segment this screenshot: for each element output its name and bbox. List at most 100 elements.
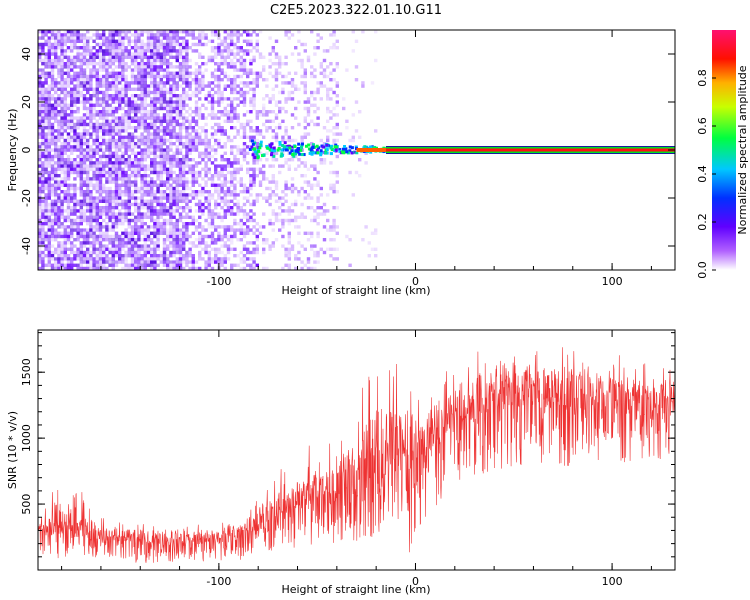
heatmap-cell (95, 257, 99, 261)
heatmap-cell (102, 74, 106, 79)
heatmap-cell (230, 84, 234, 88)
heatmap-cell (242, 97, 247, 101)
heatmap-cell (156, 231, 160, 235)
heatmap-cell (275, 270, 278, 273)
heatmap-cell (146, 90, 151, 95)
heatmap-cell (265, 144, 269, 148)
heatmap-cell (207, 84, 211, 88)
heatmap-cell (121, 39, 125, 43)
heatmap-cell (150, 263, 154, 267)
heatmap-cell (50, 209, 55, 213)
heatmap-cell (118, 106, 122, 111)
heatmap-cell (54, 193, 58, 197)
heatmap-cell (223, 46, 227, 50)
heatmap-cell (223, 266, 227, 270)
heatmap-cell (316, 106, 320, 111)
heatmap-cell (198, 199, 202, 203)
heatmap-cell (214, 238, 218, 242)
heatmap-cell (294, 218, 298, 223)
heatmap-cell (50, 49, 55, 53)
heatmap-cell (41, 58, 45, 63)
heatmap-cell (242, 52, 247, 56)
heatmap-cell (315, 148, 319, 152)
heatmap-cell (134, 33, 138, 37)
heatmap-cell (290, 97, 295, 101)
heatmap-cell (102, 199, 106, 203)
heatmap-cell (319, 158, 323, 162)
heatmap-cell (114, 180, 119, 184)
heatmap-cell (332, 170, 336, 175)
heatmap-cell (92, 129, 96, 133)
heatmap-cell (89, 148, 93, 152)
heatmap-cell (60, 122, 64, 127)
heatmap-cell (239, 177, 243, 181)
heatmap-cell (220, 94, 224, 98)
heatmap-cell (169, 206, 173, 210)
heatmap-cell (268, 58, 272, 63)
heatmap-cell (309, 149, 313, 153)
heatmap-cell (246, 68, 250, 72)
heatmap-cell (338, 132, 343, 136)
heatmap-cell (156, 183, 160, 187)
heatmap-cell (239, 62, 243, 66)
heatmap-cell (86, 90, 90, 95)
colorbar-ticks: 0.00.20.40.60.8 (696, 69, 716, 279)
heatmap-cell (335, 65, 339, 69)
heatmap-cell (297, 231, 301, 235)
heatmap-cell (230, 78, 234, 82)
heatmap-cell (306, 106, 311, 111)
heatmap-cell (86, 231, 90, 235)
heatmap-cell (166, 209, 170, 213)
heatmap-cell (236, 209, 240, 213)
heatmap-cell (230, 145, 234, 149)
heatmap-cell (54, 42, 58, 47)
x-tick-label: 0 (412, 575, 419, 588)
heatmap-cell (76, 199, 80, 203)
heatmap-cell (214, 170, 218, 175)
heatmap-cell (156, 90, 160, 95)
heatmap-cell (236, 46, 240, 50)
heatmap-cell (159, 222, 163, 226)
heatmap-cell (140, 231, 144, 235)
heatmap-cell (50, 161, 55, 165)
heatmap-cell (198, 193, 202, 197)
heatmap-cell (188, 74, 192, 79)
heatmap-cell (185, 199, 189, 203)
heatmap-cell (92, 183, 96, 187)
heatmap-cell (341, 147, 345, 151)
heatmap-cell (255, 81, 259, 85)
heatmap-cell (130, 167, 135, 171)
heatmap-cell (111, 145, 115, 149)
heatmap-cell (92, 148, 96, 152)
heatmap-cell (86, 266, 90, 270)
heatmap-cell (274, 238, 279, 242)
heatmap-cell (188, 58, 192, 63)
heatmap-cell (82, 116, 87, 120)
heatmap-cell (82, 106, 87, 111)
heatmap-cell (108, 170, 112, 175)
heatmap-cell (127, 199, 131, 203)
heatmap-cell (355, 151, 359, 155)
heatmap-cell (121, 234, 125, 239)
heatmap-cell (76, 46, 80, 50)
heatmap-cell (220, 58, 224, 63)
heatmap-cell (57, 199, 61, 203)
heatmap-cell (175, 132, 179, 136)
heatmap-cell (182, 190, 186, 194)
heatmap-cell (335, 180, 339, 184)
heatmap-cell (204, 33, 208, 37)
heatmap-cell (159, 158, 163, 162)
heatmap-cell (44, 132, 48, 136)
heatmap-cell (114, 132, 119, 136)
heatmap-cell (265, 186, 269, 191)
heatmap-cell (166, 42, 170, 47)
heatmap-cell (220, 97, 224, 101)
heatmap-cell (153, 142, 157, 146)
heatmap-cell (217, 84, 221, 88)
heatmap-cell (182, 164, 186, 168)
heatmap-cell (86, 100, 90, 104)
heatmap-cell (278, 65, 282, 69)
heatmap-cell (172, 190, 176, 194)
heatmap-cell (98, 46, 103, 50)
heatmap-cell (95, 215, 99, 219)
